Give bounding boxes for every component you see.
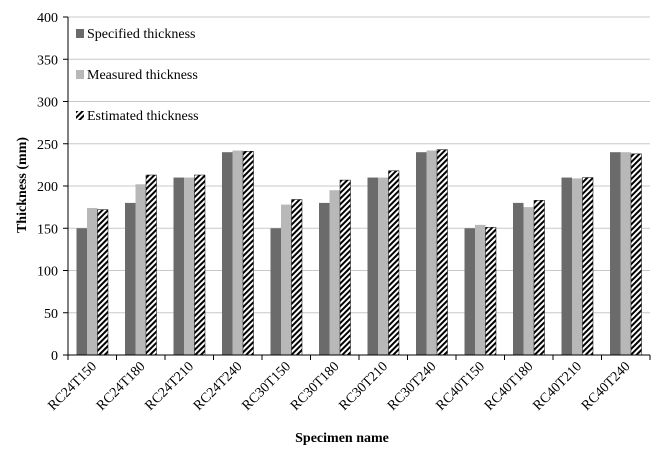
bar-rc40t210-series-3 (582, 177, 594, 356)
y-tick-label: 100 (37, 265, 58, 280)
legend-swatch (76, 29, 84, 38)
bar-rc24t240-series-2 (232, 150, 243, 355)
bar-rc24t240-series-3 (242, 151, 254, 356)
legend-label: Measured thickness (87, 68, 198, 83)
bar-rc30t240-series-2 (426, 150, 437, 355)
bar-rc40t210-series-1 (561, 177, 572, 355)
bar-rc24t210-series-2 (184, 177, 195, 355)
bar-rc24t180-series-2 (135, 184, 146, 355)
bar-rc40t150-series-2 (475, 224, 486, 355)
bar-rc24t210-series-1 (173, 177, 184, 355)
bar-rc30t240-series-3 (436, 149, 448, 356)
x-tick-label: RC24T180 (94, 359, 149, 414)
y-tick-label: 250 (37, 138, 58, 153)
bar-rc30t150-series-2 (281, 204, 292, 355)
bar-rc40t240-series-3 (630, 153, 642, 356)
x-tick-label: RC24T240 (191, 359, 246, 414)
bar-rc30t180-series-2 (329, 190, 340, 355)
x-tick-label: RC30T240 (385, 359, 440, 414)
x-tick-label: RC30T210 (336, 359, 391, 414)
x-tick-label: RC24T210 (142, 359, 197, 414)
bar-rc24t180-series-3 (145, 174, 157, 356)
x-tick-label: RC24T150 (45, 359, 100, 414)
x-tick-label: RC30T180 (288, 359, 343, 414)
bar-rc30t150-series-3 (291, 199, 303, 356)
y-tick-label: 0 (51, 349, 58, 364)
axes (63, 16, 651, 360)
x-tick-label: RC40T240 (579, 359, 634, 414)
y-axis-title: Thickness (mm) (15, 137, 30, 233)
bar-rc24t150-series-1 (76, 228, 87, 355)
bar-rc40t150-series-1 (464, 228, 475, 355)
legend-swatch (76, 70, 84, 79)
x-tick-label: RC30T150 (239, 359, 294, 414)
legend: Specified thickness Measured thickness Est… (76, 27, 199, 124)
bar-rc40t150-series-3 (485, 227, 497, 356)
bar-rc30t240-series-1 (416, 152, 427, 355)
bar-rc30t180-series-3 (339, 179, 351, 356)
bar-rc40t180-series-1 (513, 202, 524, 355)
bar-rc30t150-series-1 (270, 228, 281, 355)
bar-rc40t180-series-3 (533, 200, 545, 356)
y-tick-label: 150 (37, 222, 58, 237)
bar-rc30t210-series-3 (388, 170, 400, 356)
bar-rc30t180-series-1 (319, 202, 330, 355)
bar-rc24t180-series-1 (125, 202, 136, 355)
bar-rc24t150-series-2 (87, 207, 98, 355)
bars (76, 149, 642, 356)
y-tick-label: 400 (37, 11, 58, 26)
y-tick-label: 300 (37, 96, 58, 111)
x-tick-label: RC40T210 (530, 359, 585, 414)
bar-rc40t180-series-2 (523, 207, 534, 355)
y-tick-label: 350 (37, 53, 58, 68)
legend-swatch (76, 111, 84, 120)
bar-rc30t210-series-2 (378, 177, 389, 355)
x-axis-title: Specimen name (295, 431, 389, 446)
x-tick-label: RC40T150 (433, 359, 488, 414)
legend-label: Specified thickness (87, 27, 195, 42)
bar-rc30t210-series-1 (367, 177, 378, 355)
bar-rc24t150-series-3 (97, 209, 109, 356)
bar-rc24t240-series-1 (222, 152, 233, 355)
bar-rc40t240-series-2 (620, 152, 631, 355)
x-tick-label: RC40T180 (482, 359, 537, 414)
y-tick-label: 200 (37, 180, 58, 195)
bar-rc40t210-series-2 (572, 178, 583, 355)
gridlines (68, 16, 650, 314)
bar-rc40t240-series-1 (610, 152, 621, 355)
legend-label: Estimated thickness (87, 109, 199, 124)
bar-rc24t210-series-3 (194, 174, 206, 356)
y-tick-label: 50 (44, 307, 58, 322)
